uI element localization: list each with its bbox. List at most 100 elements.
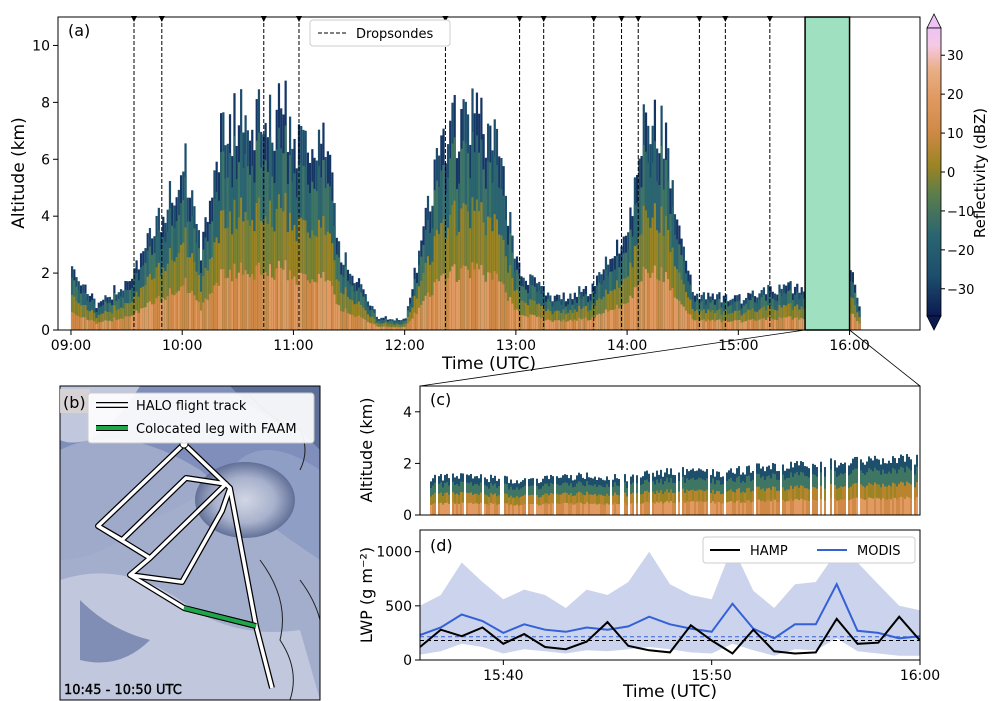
reflectivity-column [431,295,434,330]
reflectivity-column [139,308,143,330]
reflectivity-column [426,292,430,330]
reflectivity-column [474,503,476,515]
modis-uncertainty-band [420,546,920,656]
y-tick-label: 500 [385,599,412,615]
reflectivity-column [142,307,145,330]
reflectivity-column [524,316,528,330]
reflectivity-column [864,499,866,515]
reflectivity-column [836,500,838,515]
reflectivity-column [572,504,574,515]
reflectivity-column [609,310,612,330]
reflectivity-column [766,500,768,515]
y-axis-title-c: Altitude (km) [357,398,376,503]
reflectivity-column [351,314,354,330]
reflectivity-column [693,320,697,330]
reflectivity-column [576,503,578,515]
reflectivity-column [776,501,778,515]
reflectivity-column [462,265,465,330]
reflectivity-column [475,263,479,330]
reflectivity-column [542,504,544,515]
colorbar-tick-label: −20 [947,244,974,259]
panel-a: 09:00 10:00 11:00 12:00 13:00 14:00 15:00 16:00… [9,16,921,374]
reflectivity-column [133,312,136,330]
reflectivity-column [667,279,670,330]
colorbar-tick-label: 30 [947,49,964,64]
reflectivity-column [716,501,718,515]
axes-frame-c [419,385,921,516]
colorbar-tick-label: 20 [947,88,964,103]
reflectivity-column [854,317,857,330]
reflectivity-column [460,502,462,515]
reflectivity-column [666,500,668,515]
reflectivity-column [490,502,492,515]
reflectivity-column [868,497,870,515]
reflectivity-column [698,501,700,515]
reflectivity-column [880,499,882,515]
reflectivity-column [512,505,514,515]
reflectivity-column [736,500,738,515]
reflectivity-column [613,309,616,330]
reflectivity-column [177,290,180,330]
reflectivity-column [774,499,776,515]
reflectivity-column [462,502,464,515]
reflectivity-column [430,504,432,515]
reflectivity-column [451,266,454,330]
reflectivity-column [547,319,550,330]
reflectivity-column [473,269,476,330]
legend-dropsondes: Dropsondes [309,19,451,47]
y-tick-label: 1000 [376,545,412,561]
colorbar-ticks: −30 −20 −10 0 10 20 30 [941,49,974,298]
reflectivity-column [277,260,281,330]
colorbar-tick-label: 10 [947,127,964,142]
reflectivity-column [600,314,603,330]
reflectivity-column [769,317,772,330]
reflectivity-column [420,304,423,330]
y-axis-a: 0 2 4 6 8 10 [32,38,58,339]
reflectivity-column [633,287,637,330]
panel-c: 0 2 4 (c) Altitude (km) [357,385,921,524]
reflectivity-column [778,501,780,515]
reflectivity-column [291,279,294,330]
reflectivity-column [153,303,156,330]
reflectivity-column [702,319,705,330]
reflectivity-column [558,320,561,330]
reflectivity-column [646,501,648,515]
reflectivity-column [373,324,376,330]
reflectivity-column [155,298,158,330]
reflectivity-column [762,318,766,330]
reflectivity-column [240,262,243,330]
reflectivity-column [286,280,289,330]
reflectivity-column [734,502,736,515]
reflectivity-column [357,315,361,330]
reflectivity-column [402,326,405,330]
reflectivity-column [498,281,501,330]
reflectivity-column [389,326,392,330]
reflectivity-column [838,500,840,515]
series-hamp-line [420,615,920,655]
reflectivity-column [86,319,89,330]
y-tick-label: 0 [41,323,50,339]
reflectivity-column [808,500,810,515]
reflectivity-column [785,317,788,330]
reflectivity-column [95,323,98,330]
reflectivity-column [673,297,677,330]
reflectivity-column [674,503,676,515]
reflectivity-column [800,498,802,515]
reflectivity-column [856,320,859,330]
reflectivity-column [718,319,721,330]
reflectivity-column [208,293,212,330]
legend-leg-label: Colocated leg with FAAM [136,422,297,437]
reflectivity-column [578,502,580,515]
x-tick-label: 12:00 [384,338,424,354]
reflectivity-column [257,262,261,330]
reflectivity-column [406,323,410,330]
reflectivity-column [824,500,826,515]
x-tick-label: 09:00 [51,338,91,354]
reflectivity-column [594,503,596,515]
legend-modis-label: MODIS [857,544,901,559]
reflectivity-column [215,282,218,330]
reflectivity-column [684,310,688,330]
reflectivity-column [235,278,238,330]
reflectivity-column [516,504,518,515]
